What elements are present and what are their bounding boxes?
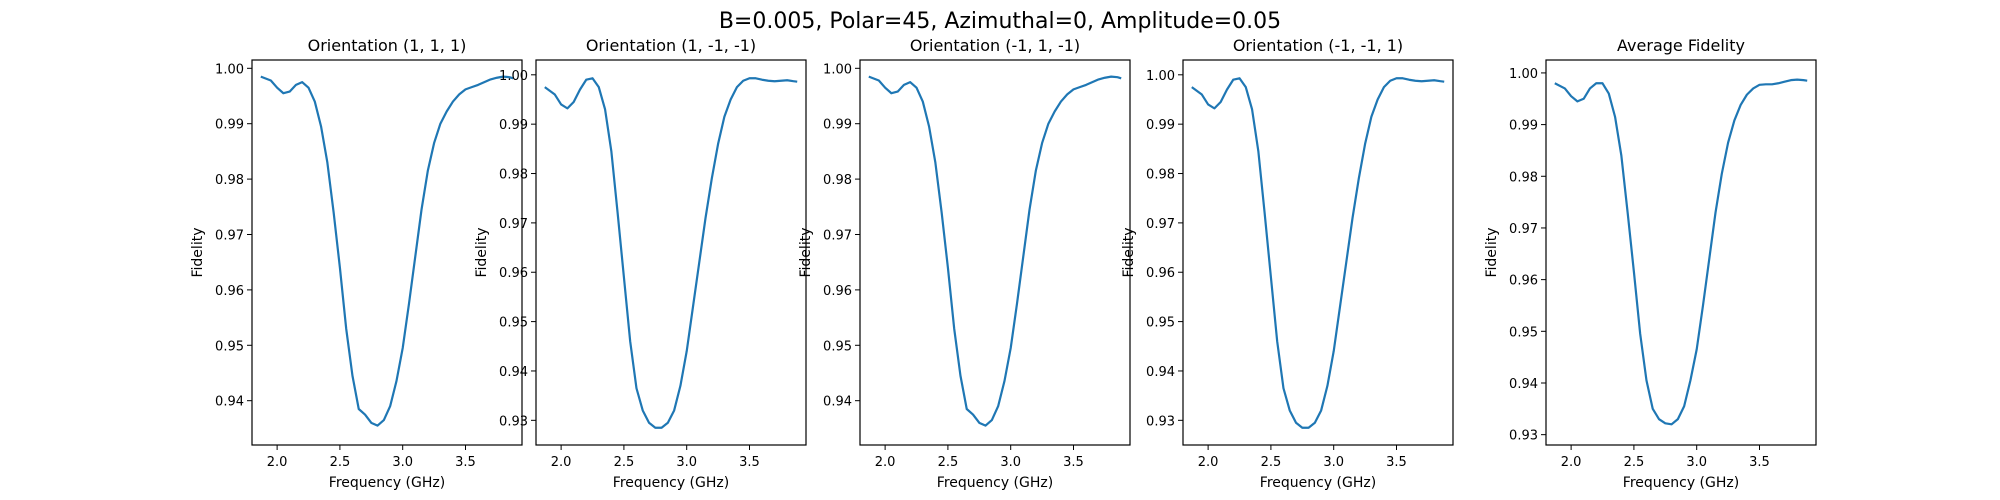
y-tick-label: 0.93 [1146, 414, 1175, 429]
y-tick-label: 0.94 [499, 365, 528, 380]
y-tick-label: 0.99 [499, 118, 528, 133]
y-tick-label: 0.93 [499, 414, 528, 429]
series-line [1191, 77, 1445, 429]
figure-title: B=0.005, Polar=45, Azimuthal=0, Amplitud… [719, 9, 1281, 34]
x-tick-label: 3.0 [1686, 455, 1707, 470]
y-tick-label: 0.99 [1509, 119, 1538, 134]
subplot-title: Orientation (-1, 1, -1) [910, 36, 1080, 55]
y-tick-label: 0.94 [1509, 377, 1538, 392]
y-tick-label: 0.98 [823, 173, 852, 188]
y-tick-label: 0.96 [215, 284, 244, 299]
y-tick-label: 0.98 [1509, 170, 1538, 185]
y-tick-label: 0.96 [1509, 274, 1538, 289]
subplot-title: Average Fidelity [1617, 36, 1745, 55]
subplot-1: 2.0 2.5 3.0 3.5 0.94 0.95 0.96 0.97 0.98 0.99 1.00… [190, 36, 523, 491]
x-tick-label: 2.0 [1198, 455, 1219, 470]
y-tick-label: 0.98 [1146, 168, 1175, 183]
series-line [544, 77, 798, 429]
y-tick-label: 0.95 [499, 316, 528, 331]
x-axis-label: Frequency (GHz) [1260, 475, 1376, 491]
x-tick-label: 2.5 [938, 455, 959, 470]
y-tick-label: 0.99 [1146, 118, 1175, 133]
x-tick-label: 2.5 [614, 455, 635, 470]
x-tick-label: 2.5 [330, 455, 351, 470]
subplot-title: Orientation (-1, -1, 1) [1233, 36, 1403, 55]
y-tick-label: 0.99 [823, 118, 852, 133]
y-tick-label: 0.98 [499, 168, 528, 183]
x-tick-label: 3.5 [1749, 455, 1770, 470]
axes-frame [1182, 59, 1454, 446]
series-line [260, 75, 514, 427]
y-tick-label: 0.98 [215, 173, 244, 188]
y-tick-label: 0.94 [1146, 365, 1175, 380]
y-axis-label: Fidelity [1484, 228, 1500, 278]
y-tick-label: 0.95 [1146, 316, 1175, 331]
x-tick-label: 3.0 [392, 455, 413, 470]
x-tick-label: 2.5 [1261, 455, 1282, 470]
series-line [1554, 78, 1808, 426]
x-tick-label: 3.5 [455, 455, 476, 470]
y-tick-label: 0.97 [499, 217, 528, 232]
y-tick-label: 0.96 [499, 266, 528, 281]
y-axis-label: Fidelity [798, 228, 814, 278]
x-tick-label: 3.0 [1000, 455, 1021, 470]
subplot-grid: 2.0 2.5 3.0 3.5 0.94 0.95 0.96 0.97 0.98 0.99 1.00… [190, 36, 1817, 491]
y-tick-label: 1.00 [1509, 67, 1538, 82]
y-tick-label: 0.95 [823, 339, 852, 354]
y-tick-label: 1.00 [823, 62, 852, 77]
x-tick-label: 3.5 [739, 455, 760, 470]
y-tick-label: 1.00 [215, 62, 244, 77]
x-tick-label: 2.0 [551, 455, 572, 470]
x-tick-label: 2.0 [267, 455, 288, 470]
y-tick-label: 0.95 [215, 339, 244, 354]
y-tick-label: 0.94 [823, 395, 852, 410]
axes-frame [859, 59, 1131, 446]
y-axis-label: Fidelity [190, 228, 206, 278]
y-tick-label: 0.94 [215, 395, 244, 410]
x-axis-label: Frequency (GHz) [1623, 475, 1739, 491]
x-axis-label: Frequency (GHz) [613, 475, 729, 491]
x-tick-label: 3.5 [1063, 455, 1084, 470]
x-tick-label: 2.0 [875, 455, 896, 470]
x-axis-label: Frequency (GHz) [937, 475, 1053, 491]
y-tick-label: 0.96 [1146, 266, 1175, 281]
x-tick-label: 2.5 [1624, 455, 1645, 470]
subplot-5: 2.0 2.5 3.0 3.5 0.93 0.94 0.95 0.96 0.97 0.98 0.99… [1484, 36, 1817, 491]
subplot-title: Orientation (1, 1, 1) [308, 36, 467, 55]
subplot-3: 2.0 2.5 3.0 3.5 0.94 0.95 0.96 0.97 0.98 0.99 1.00… [798, 36, 1131, 491]
y-tick-label: 1.00 [1146, 69, 1175, 84]
y-tick-label: 0.97 [215, 228, 244, 243]
axes-frame [1545, 59, 1817, 446]
y-axis-label: Fidelity [474, 228, 490, 278]
y-tick-label: 1.00 [499, 69, 528, 84]
y-tick-label: 0.97 [1146, 217, 1175, 232]
y-tick-label: 0.95 [1509, 325, 1538, 340]
y-axis-label: Fidelity [1121, 228, 1137, 278]
y-tick-label: 0.93 [1509, 429, 1538, 444]
y-tick-label: 0.97 [823, 228, 852, 243]
subplot-title: Orientation (1, -1, -1) [586, 36, 756, 55]
x-tick-label: 3.0 [676, 455, 697, 470]
x-tick-label: 3.5 [1386, 455, 1407, 470]
x-axis-label: Frequency (GHz) [329, 475, 445, 491]
subplot-4: 2.0 2.5 3.0 3.5 0.93 0.94 0.95 0.96 0.97 0.98 0.99… [1121, 36, 1454, 491]
x-tick-label: 3.0 [1323, 455, 1344, 470]
axes-frame [535, 59, 807, 446]
axes-frame [251, 59, 523, 446]
series-line [868, 75, 1122, 427]
y-tick-label: 0.97 [1509, 222, 1538, 237]
x-tick-label: 2.0 [1561, 455, 1582, 470]
y-tick-label: 0.96 [823, 284, 852, 299]
subplot-2: 2.0 2.5 3.0 3.5 0.93 0.94 0.95 0.96 0.97 0.98 0.99… [474, 36, 807, 491]
y-tick-label: 0.99 [215, 118, 244, 133]
